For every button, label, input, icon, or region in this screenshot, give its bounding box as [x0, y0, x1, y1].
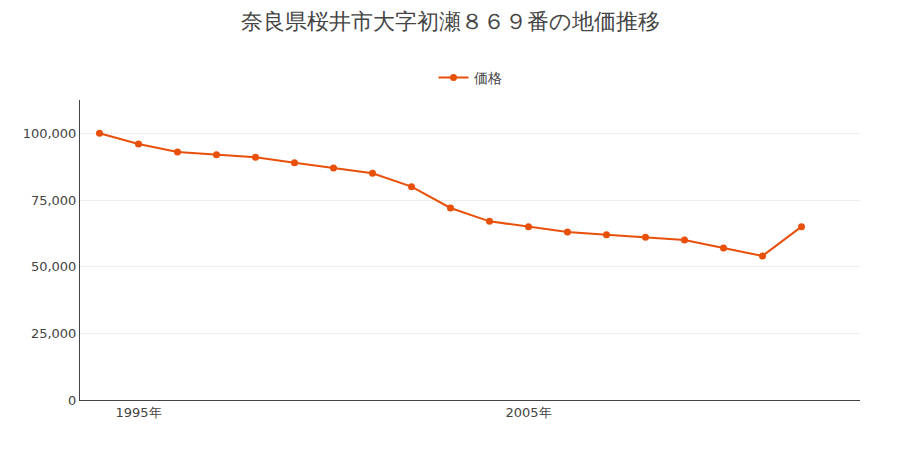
svg-text:価格: 価格 [474, 70, 502, 86]
svg-text:奈良県桜井市大字初瀬８６９番の地価推移: 奈良県桜井市大字初瀬８６９番の地価推移 [241, 9, 660, 34]
svg-text:25,000: 25,000 [31, 326, 77, 341]
svg-text:1995年: 1995年 [115, 405, 161, 420]
svg-text:100,000: 100,000 [23, 126, 77, 141]
svg-text:75,000: 75,000 [31, 193, 77, 208]
svg-text:50,000: 50,000 [31, 259, 77, 274]
svg-text:2005年: 2005年 [505, 405, 551, 420]
svg-text:0: 0 [68, 393, 76, 408]
